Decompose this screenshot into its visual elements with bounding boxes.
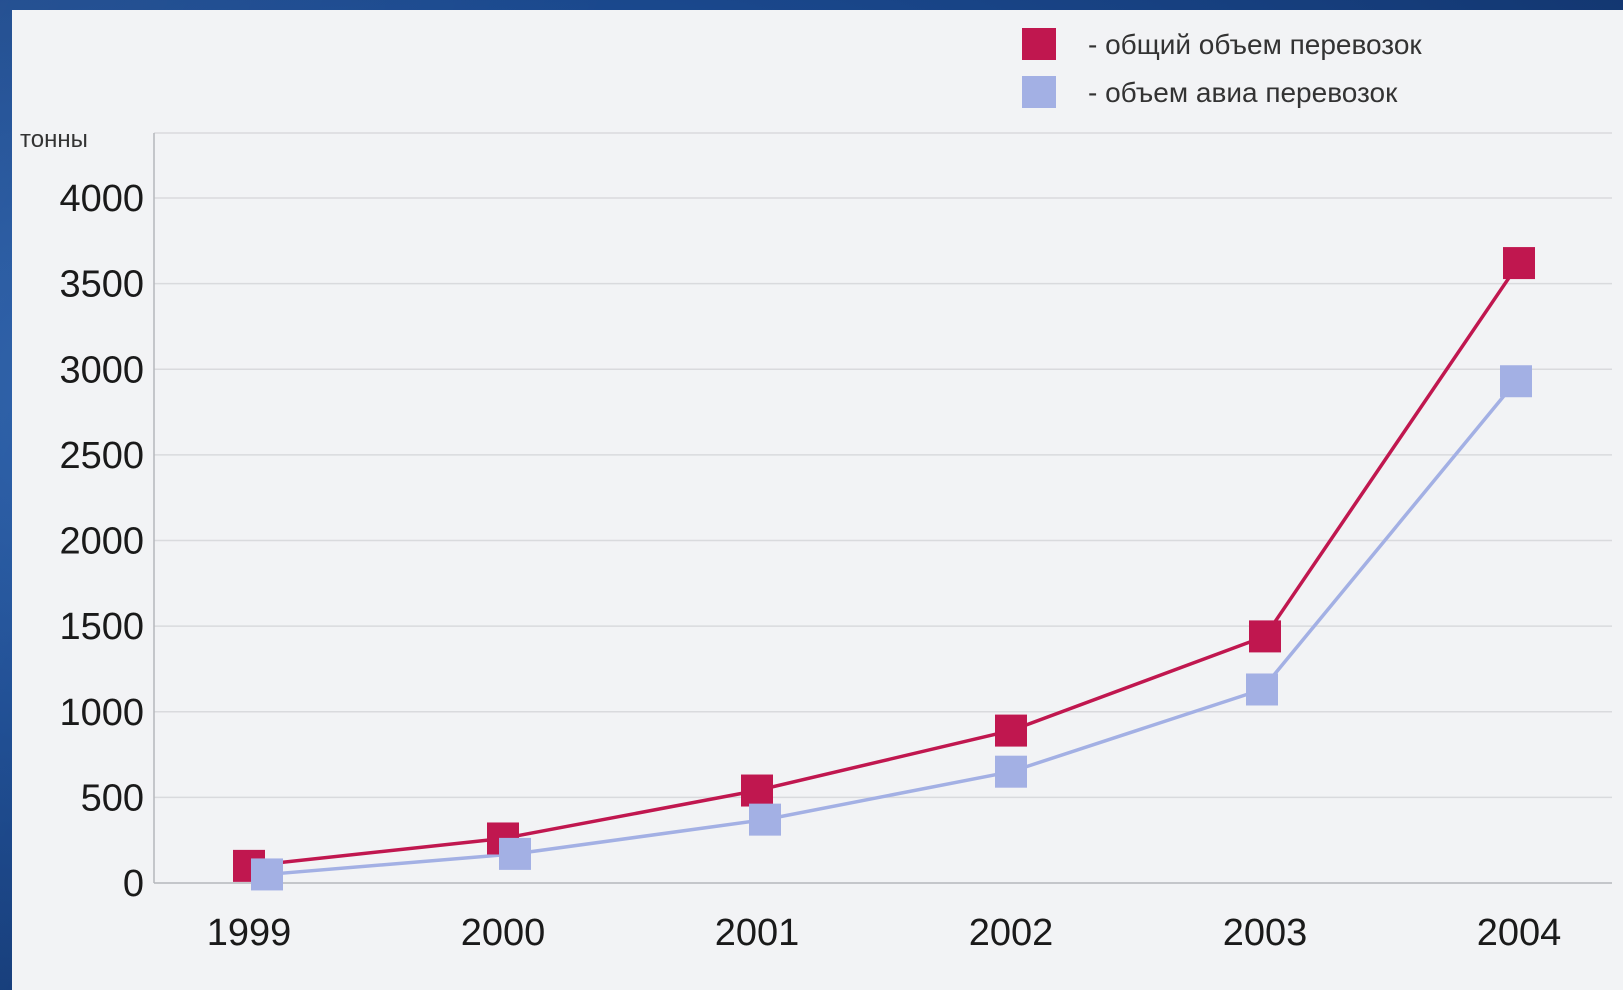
data-point-marker: [1500, 365, 1532, 398]
x-tick-label: 2001: [715, 912, 800, 954]
data-point-marker: [1249, 620, 1281, 653]
data-point-marker: [995, 755, 1027, 788]
y-tick-label: 3500: [59, 264, 144, 306]
series-lines: [248, 262, 1521, 877]
grid-lines: [154, 132, 1612, 799]
y-tick-label: 1500: [59, 606, 144, 648]
series-line: [266, 380, 1518, 877]
y-tick-label: 3000: [59, 349, 144, 391]
line-chart: 0 500 1000 1500 2000 2500 3000 3500 4000 1999 200…: [20, 28, 1612, 954]
y-tick-label: 1000: [59, 692, 144, 734]
legend-label: - общий объем перевозок: [1088, 29, 1422, 60]
series-line: [248, 262, 1521, 868]
y-axis-unit-label: тонны: [20, 126, 88, 153]
data-point-marker: [749, 803, 781, 836]
x-tick-label: 1999: [207, 912, 292, 954]
x-tick-label: 2000: [461, 912, 546, 954]
x-tick-label: 2002: [969, 912, 1054, 954]
x-tick-label: 2004: [1477, 912, 1562, 954]
legend-swatch: [1022, 28, 1056, 60]
data-point-marker: [741, 774, 773, 807]
y-tick-labels: 0 500 1000 1500 2000 2500 3000 3500 4000: [59, 178, 144, 905]
data-point-marker: [499, 837, 531, 870]
chart-panel: 0 500 1000 1500 2000 2500 3000 3500 4000 1999 200…: [12, 10, 1623, 990]
data-point-marker: [995, 714, 1027, 747]
series-markers: [233, 247, 1535, 891]
x-tick-labels: 1999 2000 2001 2002 2003 2004: [207, 912, 1562, 954]
legend: - общий объем перевозок - объем авиа пере…: [1022, 28, 1422, 108]
data-point-marker: [1246, 673, 1278, 706]
y-tick-label: 4000: [59, 178, 144, 220]
x-tick-label: 2003: [1223, 912, 1308, 954]
y-tick-label: 2000: [59, 521, 144, 563]
y-tick-label: 2500: [59, 435, 144, 477]
y-tick-label: 500: [81, 777, 144, 819]
axes: [153, 133, 1612, 884]
data-point-marker: [251, 858, 283, 891]
data-point-marker: [1503, 247, 1535, 280]
legend-label: - объем авиа перевозок: [1088, 77, 1398, 108]
y-tick-label: 0: [123, 863, 144, 905]
legend-swatch: [1022, 76, 1056, 108]
